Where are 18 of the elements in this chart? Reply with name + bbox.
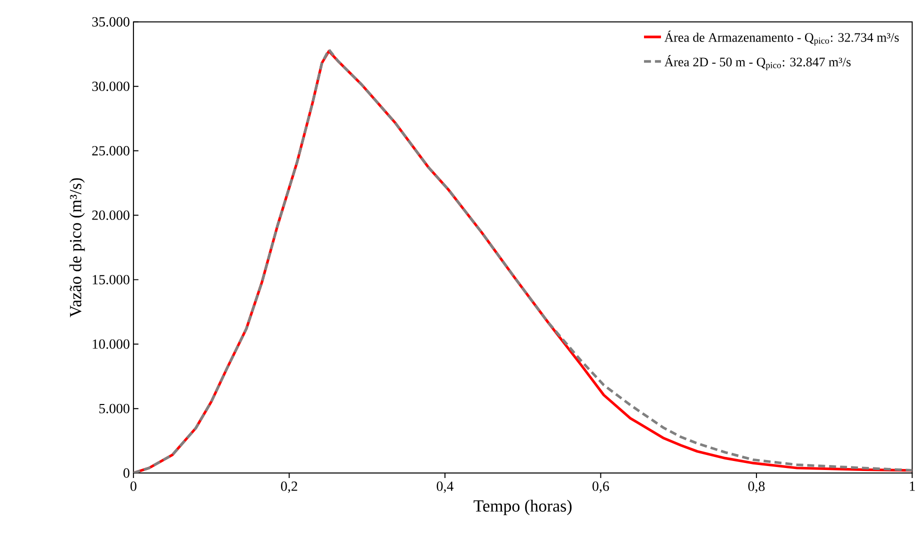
- y-tick-label: 0: [123, 468, 130, 478]
- legend-label: Área de Armazenamento - Q$_{pico}$: 32.734 m³/s: [664, 30, 899, 46]
- y-tick-label: 20.000: [92, 210, 130, 220]
- x-axis-title: Tempo (horas): [474, 500, 572, 516]
- x-tick-label: 0,2: [281, 482, 298, 494]
- y-axis-title: Vazão de pico (m³/s): [69, 178, 85, 318]
- x-tick-label: 0,8: [748, 482, 765, 494]
- y-tick-label: 25.000: [92, 146, 130, 156]
- y-tick-label: 30.000: [92, 82, 130, 92]
- y-tick-label: 35.000: [92, 17, 130, 27]
- x-tick-label: 1: [910, 482, 915, 491]
- y-tick-label: 10.000: [92, 340, 130, 350]
- x-tick-label: 0,6: [592, 482, 610, 494]
- x-tick-label: 0,4: [436, 482, 454, 494]
- x-tick-label: 0: [130, 482, 136, 492]
- legend-label: Área 2D - 50 m - Q$_{pico}$: 32.847 m³/s: [664, 55, 851, 70]
- y-tick-label: 15.000: [92, 275, 130, 285]
- y-tick-label: 5.000: [99, 404, 130, 414]
